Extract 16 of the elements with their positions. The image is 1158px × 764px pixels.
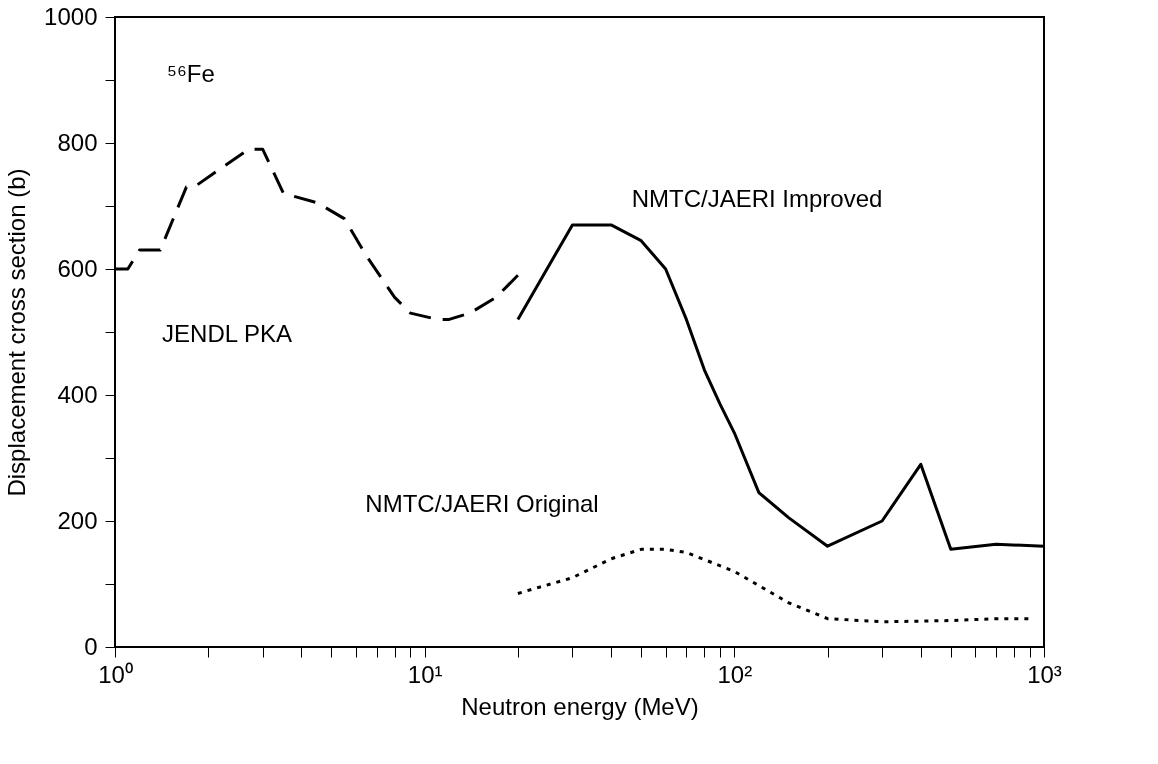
y-tick-label: 200 [57, 506, 98, 534]
y-tick-label: 0 [84, 632, 98, 660]
y-tick-label: 400 [57, 380, 98, 408]
series-label: NMTC/JAERI Improved [631, 185, 883, 212]
x-tick-label: 10³ [1027, 660, 1062, 688]
y-tick-label: 800 [57, 128, 98, 156]
annotation: ⁵⁶Fe [167, 60, 215, 87]
x-axis-title: Neutron energy (MeV) [461, 692, 699, 720]
x-tick-label: 10² [717, 660, 753, 688]
y-tick-label: 1000 [44, 2, 98, 30]
series-label: NMTC/JAERI Original [365, 490, 599, 517]
x-tick-label: 10⁰ [98, 660, 133, 688]
y-axis-title: Displacement cross section (b) [3, 168, 31, 497]
x-tick-label: 10¹ [407, 660, 443, 688]
text: JENDL PKA [162, 320, 292, 347]
y-tick-label: 600 [57, 254, 98, 282]
